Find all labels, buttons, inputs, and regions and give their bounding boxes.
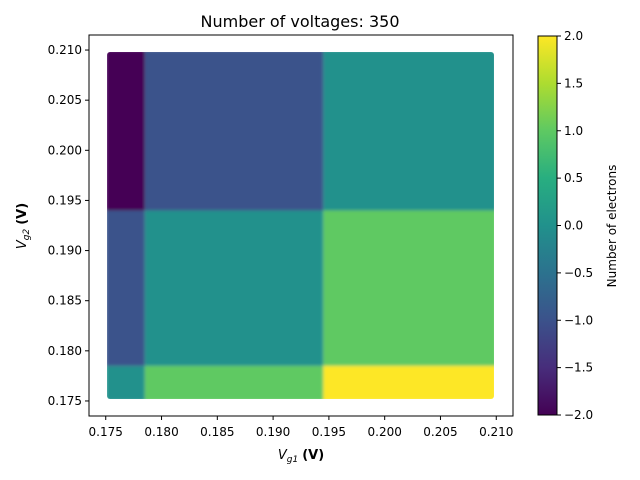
colorbar-tick-label: −1.5 <box>564 361 593 375</box>
colorbar-tick-label: 0.5 <box>564 171 583 185</box>
heatmap-cell <box>107 365 145 399</box>
heatmap-cell <box>144 52 324 211</box>
y-axis-label-sub: g2 <box>22 229 32 241</box>
colorbar-tick-label: −0.5 <box>564 266 593 280</box>
x-tick-label: 0.210 <box>479 425 513 439</box>
x-axis-label: Vg1 (V) <box>278 448 324 465</box>
y-axis-label-base: V <box>15 239 30 249</box>
heatmap-cell <box>323 52 494 211</box>
colorbar-tick-label: −2.0 <box>564 408 593 422</box>
heatmap-cell <box>323 365 494 399</box>
heatmap-cell <box>107 52 145 211</box>
colorbar-tick-label: 2.0 <box>564 29 583 43</box>
x-tick-label: 0.190 <box>256 425 290 439</box>
x-axis: 0.175 0.180 0.185 0.190 0.195 0.200 0.205 0.210 <box>89 416 513 439</box>
colorbar-tick-label: 1.0 <box>564 124 583 138</box>
heatmap-cell <box>144 210 324 366</box>
colorbar-tick-label: 1.5 <box>564 76 583 90</box>
y-tick-label: 0.190 <box>48 244 82 258</box>
heatmap-cell <box>323 210 494 366</box>
heatmap-cell <box>144 365 324 399</box>
heatmap <box>107 52 494 399</box>
chart-title: Number of voltages: 350 <box>201 12 400 31</box>
y-tick-label: 0.210 <box>48 43 82 57</box>
y-tick-label: 0.175 <box>48 394 82 408</box>
y-tick-label: 0.180 <box>48 344 82 358</box>
x-axis-label-unit: (V) <box>302 448 324 463</box>
y-tick-label: 0.200 <box>48 143 82 157</box>
y-tick-label: 0.195 <box>48 193 82 207</box>
colorbar: −2.0 −1.5 −1.0 −0.5 0.0 0.5 1.0 1.5 2.0 Number o… <box>537 29 619 422</box>
colorbar-tick-label: 0.0 <box>564 219 583 233</box>
colorbar-tick-label: −1.0 <box>564 313 593 327</box>
x-tick-label: 0.175 <box>89 425 123 439</box>
x-axis-label-sub: g1 <box>287 455 298 465</box>
x-tick-label: 0.205 <box>423 425 457 439</box>
x-tick-label: 0.200 <box>368 425 402 439</box>
plot-frame <box>88 34 514 417</box>
y-axis: 0.175 0.180 0.185 0.190 0.195 0.200 0.205 0.210 <box>48 43 89 408</box>
y-tick-label: 0.205 <box>48 93 82 107</box>
x-axis-label-base: V <box>278 448 288 463</box>
y-axis-label-unit: (V) <box>15 203 30 225</box>
colorbar-label: Number of electrons <box>605 165 619 288</box>
y-tick-label: 0.185 <box>48 294 82 308</box>
colorbar-ticks: −2.0 −1.5 −1.0 −0.5 0.0 0.5 1.0 1.5 2.0 <box>557 29 593 422</box>
x-tick-label: 0.180 <box>144 425 178 439</box>
x-tick-label: 0.185 <box>200 425 234 439</box>
colorbar-gradient <box>538 36 557 415</box>
heatmap-cell <box>107 210 145 366</box>
y-axis-label: Vg2 (V) <box>15 203 32 249</box>
x-tick-label: 0.195 <box>312 425 346 439</box>
